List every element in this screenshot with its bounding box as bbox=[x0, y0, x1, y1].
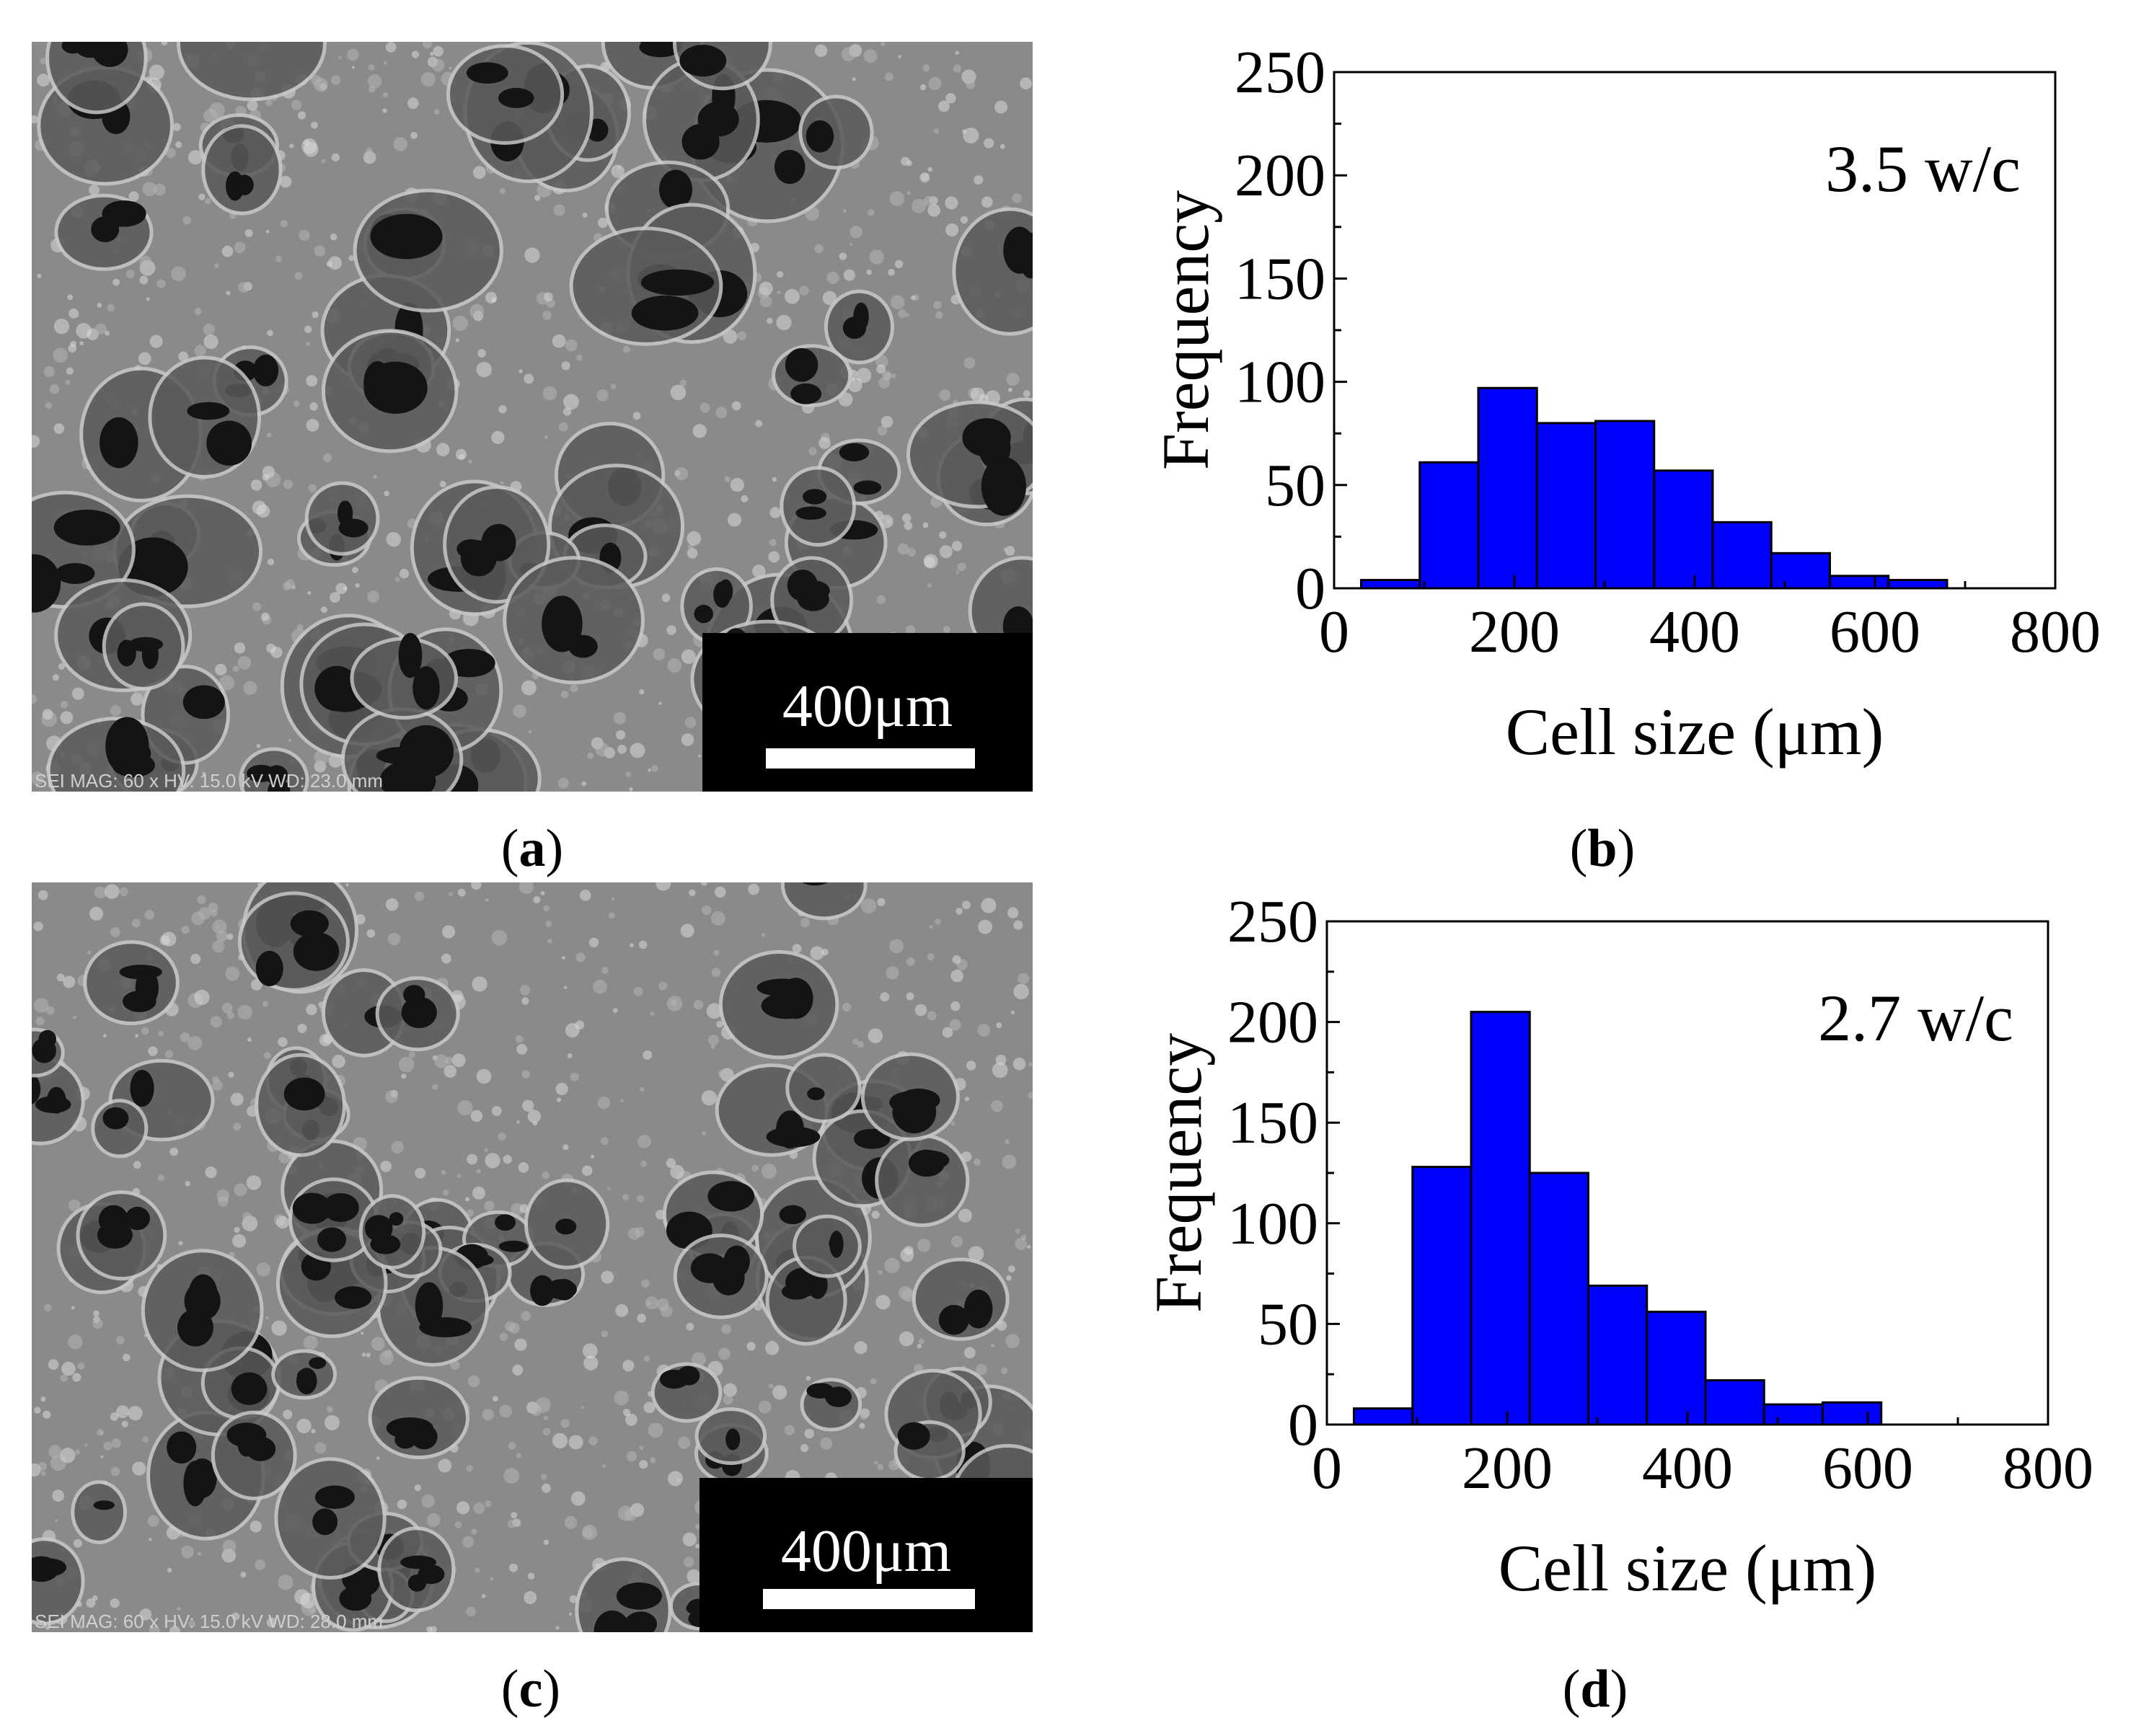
x-tick-label: 0 bbox=[1312, 1435, 1342, 1502]
scale-bar-label-c: 400μm bbox=[780, 1518, 952, 1585]
y-axis-label: Frequency bbox=[1142, 1033, 1215, 1313]
x-tick-label: 200 bbox=[1469, 598, 1560, 665]
x-tick-label: 200 bbox=[1462, 1435, 1553, 1502]
histogram-bar bbox=[1829, 575, 1890, 590]
y-tick-label: 150 bbox=[1227, 1089, 1318, 1156]
histogram-bar bbox=[1770, 552, 1831, 590]
scale-bar-c bbox=[763, 1589, 975, 1609]
histogram-bar bbox=[1653, 469, 1714, 590]
histogram-bar bbox=[1411, 1166, 1473, 1426]
x-tick-label: 600 bbox=[1822, 1435, 1913, 1502]
chart-b: 0 200 400 600 800 0 50 100 150 200 250 Cell size (μ… bbox=[1111, 36, 2136, 843]
sem-texture-c bbox=[32, 882, 1033, 1632]
caption-a: (a) bbox=[500, 819, 564, 878]
histogram-bar bbox=[1646, 1311, 1707, 1426]
y-tick-label: 200 bbox=[1227, 989, 1318, 1056]
sem-metadata-a: SEI MAG: 60 x HV: 15.0 kV WD: 23.0 mm bbox=[35, 770, 384, 792]
histogram-bar bbox=[1887, 579, 1949, 590]
caption-b: (b) bbox=[1569, 819, 1636, 878]
x-axis-label: Cell size (μm) bbox=[1499, 1531, 1877, 1605]
y-axis-label: Frequency bbox=[1149, 190, 1222, 470]
y-tick-label: 200 bbox=[1235, 142, 1325, 209]
y-tick-label: 50 bbox=[1258, 1290, 1318, 1358]
annotation-wc: 3.5 w/c bbox=[1825, 132, 2021, 205]
histogram-bar bbox=[1528, 1172, 1589, 1426]
annotation-wc: 2.7 w/c bbox=[1818, 981, 2013, 1055]
sem-image-a: SEI MAG: 60 x HV: 15.0 kV WD: 23.0 mm 40… bbox=[32, 42, 1033, 792]
histogram-bar bbox=[1704, 1379, 1765, 1426]
x-tick-label: 400 bbox=[1649, 598, 1740, 665]
x-tick-label: 400 bbox=[1642, 1435, 1733, 1502]
histogram-bar bbox=[1594, 420, 1656, 590]
scale-bar-box-c: 400μm bbox=[700, 1478, 1033, 1632]
y-tick-label: 0 bbox=[1288, 1391, 1318, 1458]
histogram-bar bbox=[1535, 422, 1597, 590]
histogram-bar bbox=[1353, 1407, 1414, 1426]
y-tick-label: 100 bbox=[1235, 349, 1325, 416]
x-tick-label: 800 bbox=[2010, 598, 2101, 665]
y-tick-label: 50 bbox=[1265, 452, 1325, 519]
histogram-bar bbox=[1587, 1284, 1649, 1426]
y-tick-label: 100 bbox=[1227, 1190, 1318, 1257]
histogram-bar bbox=[1418, 461, 1480, 590]
histogram-d: 0 200 400 600 800 0 50 100 150 200 250 Cell size (μ… bbox=[1142, 888, 2093, 1605]
histogram-bar bbox=[1762, 1403, 1824, 1426]
y-tick-label: 250 bbox=[1235, 39, 1325, 106]
histogram-bar bbox=[1711, 521, 1773, 590]
caption-c: (c) bbox=[500, 1660, 561, 1719]
histogram-bar bbox=[1822, 1401, 1883, 1426]
x-tick-label: 800 bbox=[2003, 1435, 2093, 1502]
y-tick-label: 0 bbox=[1295, 555, 1325, 622]
y-tick-label: 150 bbox=[1235, 245, 1325, 312]
chart-d: 0 200 400 600 800 0 50 100 150 200 250 Cell size (μ… bbox=[1111, 885, 2136, 1693]
x-tick-label: 600 bbox=[1830, 598, 1920, 665]
scale-bar-box-a: 400μm bbox=[702, 633, 1033, 792]
sem-texture-a bbox=[32, 42, 1033, 792]
histogram-b: 0 200 400 600 800 0 50 100 150 200 250 Cell size (μ… bbox=[1149, 39, 2101, 769]
y-tick-label: 250 bbox=[1227, 888, 1318, 955]
sem-metadata-c: SEI MAG: 60 x HV: 15.0 kV WD: 28.0 mm bbox=[35, 1611, 384, 1632]
x-tick-label: 0 bbox=[1319, 598, 1349, 665]
scale-bar-a bbox=[766, 748, 975, 769]
x-axis-label: Cell size (μm) bbox=[1506, 695, 1884, 769]
scale-bar-label-a: 400μm bbox=[782, 673, 953, 740]
histogram-bar bbox=[1477, 386, 1538, 590]
histogram-bar bbox=[1360, 579, 1421, 590]
histogram-bar bbox=[1470, 1011, 1531, 1426]
caption-d: (d) bbox=[1562, 1660, 1628, 1719]
sem-image-c: SEI MAG: 60 x HV: 15.0 kV WD: 28.0 mm 40… bbox=[32, 882, 1033, 1632]
